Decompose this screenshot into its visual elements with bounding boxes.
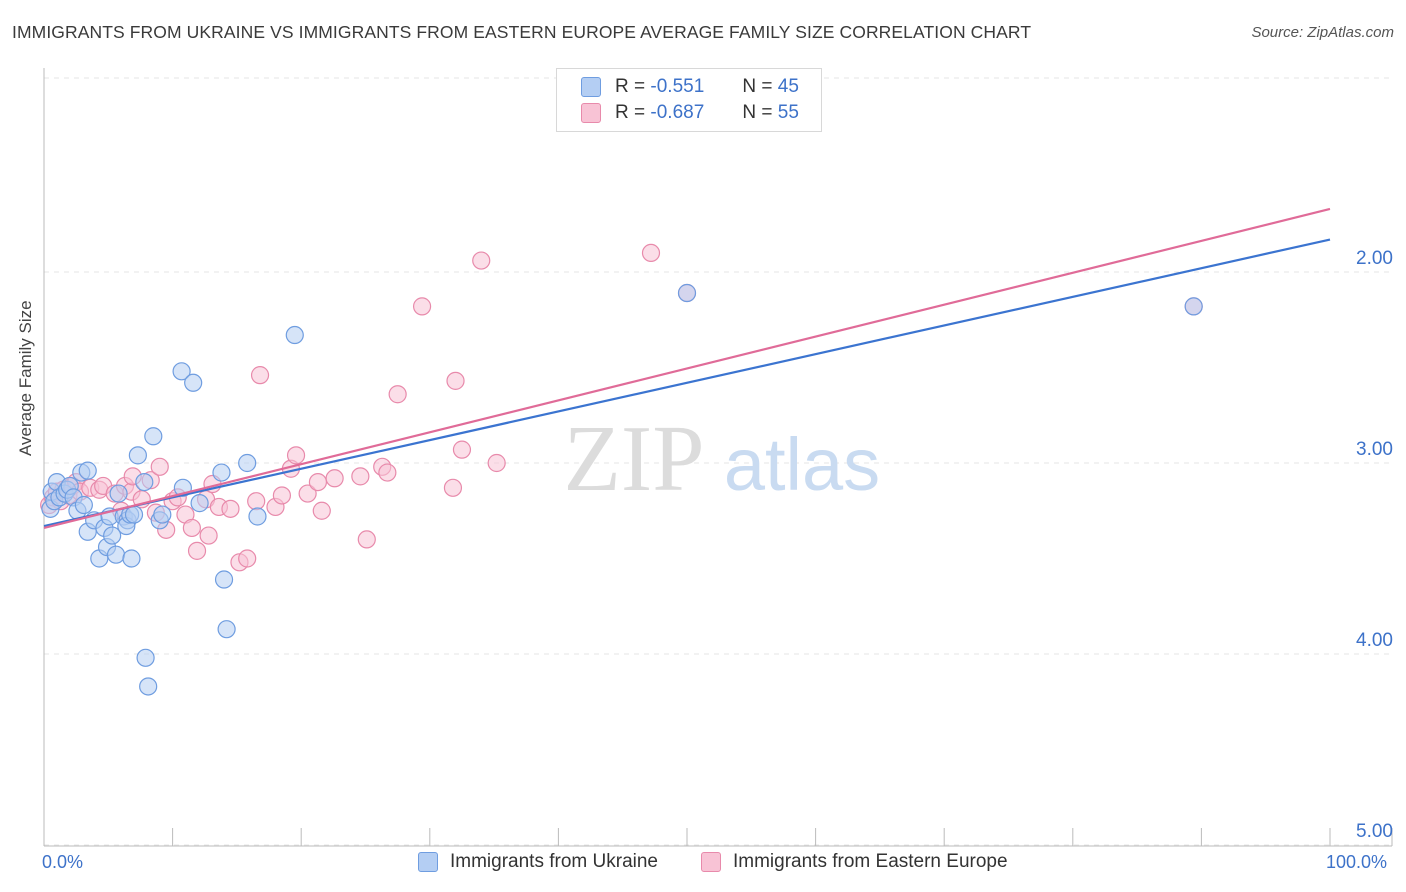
ukraine-point xyxy=(1184,297,1203,316)
ukraine-point xyxy=(248,507,267,526)
ukraine-point xyxy=(212,463,231,482)
legend-n-label: N = xyxy=(742,102,773,123)
ukraine-point xyxy=(139,677,158,696)
eastern-europe-point xyxy=(487,453,506,473)
eastern-europe-point xyxy=(247,492,266,511)
ukraine-point xyxy=(184,373,203,392)
ukraine-point xyxy=(217,620,236,639)
ukraine-point xyxy=(238,453,257,473)
eastern-europe-point xyxy=(298,484,317,503)
x-tick-label-min: 0.0% xyxy=(42,852,84,872)
eastern-europe-point xyxy=(443,478,463,497)
legend-row-ukraine: R = -0.551 N = 45 xyxy=(581,75,799,99)
eastern-europe-point xyxy=(357,530,376,549)
correlation-legend: R = -0.551 N = 45 R = -0.687 N = 55 xyxy=(556,68,822,132)
eastern-europe-swatch xyxy=(701,852,721,872)
legend-r-value-ukraine: -0.551 xyxy=(650,76,705,97)
eastern-europe-point xyxy=(472,251,491,270)
ukraine-point xyxy=(74,495,93,515)
eastern-europe-point xyxy=(187,541,207,560)
y-tick-label: 2.00 xyxy=(1356,248,1393,269)
eastern-europe-point xyxy=(641,243,661,262)
eastern-europe-point xyxy=(182,518,201,538)
bottom-legend-eastern-europe: Immigrants from Eastern Europe xyxy=(701,851,1008,873)
bottom-legend-label-eastern-europe: Immigrants from Eastern Europe xyxy=(733,851,1008,872)
chart-title: IMMIGRANTS FROM UKRAINE VS IMMIGRANTS FR… xyxy=(12,22,1032,42)
legend-r-value-eastern-europe: -0.687 xyxy=(650,102,705,123)
eastern-europe-point xyxy=(351,467,370,486)
ukraine-point xyxy=(136,648,155,667)
legend-n-value-ukraine: 45 xyxy=(777,76,799,97)
ukraine-point xyxy=(128,446,147,465)
ukraine-point xyxy=(122,549,141,568)
ukraine-swatch xyxy=(418,852,438,872)
watermark-zip: ZIP xyxy=(564,407,705,511)
ukraine-point xyxy=(214,570,234,589)
watermark-atlas: atlas xyxy=(724,423,880,506)
ukraine-point xyxy=(103,526,122,545)
ukraine-point xyxy=(285,325,304,345)
eastern-europe-point xyxy=(388,385,407,404)
eastern-europe-point xyxy=(312,501,331,520)
ukraine-point xyxy=(78,461,97,480)
ukraine-point xyxy=(144,427,163,446)
eastern-europe-trendline xyxy=(43,207,1331,530)
eastern-europe-point xyxy=(238,549,257,568)
ukraine-swatch xyxy=(581,77,601,97)
eastern-europe-point xyxy=(378,463,397,482)
ukraine-point xyxy=(124,505,144,524)
legend-r-label: R = xyxy=(615,102,646,123)
eastern-europe-point xyxy=(199,526,218,545)
eastern-europe-point xyxy=(325,469,344,488)
legend-n-value-eastern-europe: 55 xyxy=(777,102,799,123)
ukraine-point xyxy=(109,484,128,503)
eastern-europe-point xyxy=(412,297,432,316)
y-tick-label: 5.00 xyxy=(1356,821,1393,842)
y-tick-label: 3.00 xyxy=(1356,439,1393,460)
trendlines xyxy=(43,207,1331,530)
eastern-europe-swatch xyxy=(581,103,601,123)
bottom-legend-ukraine: Immigrants from Ukraine xyxy=(418,851,658,873)
ukraine-trendline xyxy=(43,238,1331,528)
eastern-europe-point xyxy=(250,366,270,385)
axes xyxy=(43,68,1393,847)
legend-r-label: R = xyxy=(615,76,646,97)
ukraine-point xyxy=(190,494,209,513)
y-tick-labels: 2.00 3.00 4.00 5.00 xyxy=(1356,248,1393,842)
x-tick-label-max: 100.0% xyxy=(1326,852,1388,872)
eastern-europe-point xyxy=(308,473,328,492)
ukraine-point xyxy=(677,283,697,303)
legend-row-eastern-europe: R = -0.687 N = 55 xyxy=(581,101,799,125)
source-label: Source: ZipAtlas.com xyxy=(1251,24,1394,41)
eastern-europe-point xyxy=(446,371,465,390)
eastern-europe-point xyxy=(272,486,292,505)
bottom-legend-label-ukraine: Immigrants from Ukraine xyxy=(450,851,658,872)
legend-n-label: N = xyxy=(742,76,773,97)
y-axis-label: Average Family Size xyxy=(16,300,35,456)
eastern-europe-point xyxy=(452,440,472,459)
eastern-europe-point xyxy=(286,446,306,465)
ukraine-point xyxy=(153,505,172,524)
y-tick-label: 4.00 xyxy=(1356,630,1393,651)
ukraine-point xyxy=(135,473,154,492)
watermark: ZIP atlas xyxy=(564,407,881,511)
ukraine-point xyxy=(106,545,126,564)
ukraine-point xyxy=(172,362,191,381)
eastern-europe-point xyxy=(150,457,169,476)
eastern-europe-point xyxy=(221,499,240,518)
